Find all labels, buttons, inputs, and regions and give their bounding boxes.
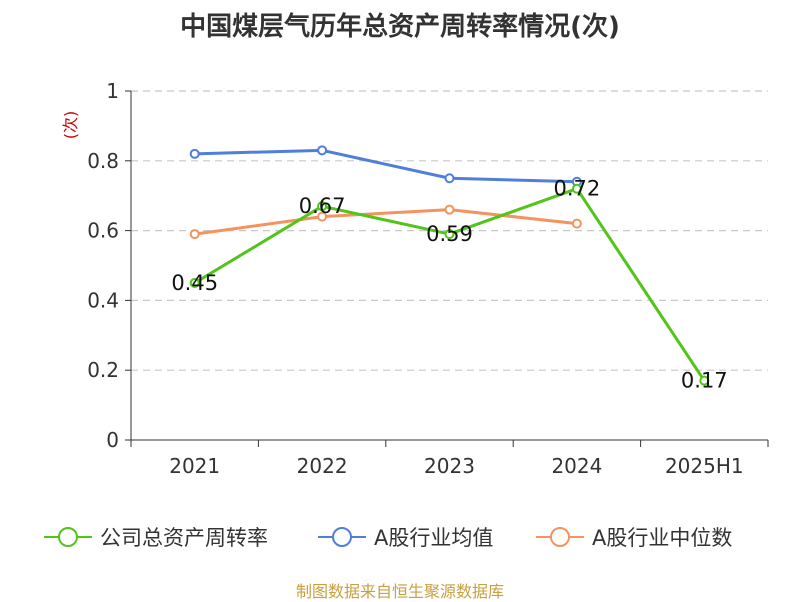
data-point [444, 204, 455, 215]
legend-item-industry-mean[interactable]: A股行业均值 [316, 522, 493, 552]
y-tick-label: 0.8 [87, 149, 119, 173]
legend-marker-icon [318, 527, 366, 547]
x-tick-label: 2024 [551, 454, 602, 478]
chart-title: 中国煤层气历年总资产周转率情况(次) [180, 12, 620, 42]
data-point [189, 277, 200, 288]
series-line [194, 148, 577, 184]
series-lines [189, 145, 710, 386]
legend: 公司总资产周转率 A股行业均值 A股行业中位数 [0, 522, 800, 552]
x-tick-label: 2025H1 [665, 454, 744, 478]
y-tick-label: 0.6 [87, 219, 119, 243]
x-tick-label: 2023 [424, 454, 475, 478]
y-tick-label: 0 [106, 428, 119, 452]
data-point [317, 201, 328, 212]
data-point [444, 229, 455, 240]
source-note: 制图数据来自恒生聚源数据库 [295, 582, 504, 601]
data-label: 0.67 [299, 194, 346, 218]
data-label: 0.45 [171, 271, 218, 295]
legend-marker-icon [44, 527, 92, 547]
data-point [317, 211, 328, 222]
legend-label: A股行业均值 [374, 526, 494, 550]
data-point [699, 375, 710, 386]
legend-marker-icon [536, 527, 584, 547]
legend-item-company[interactable]: 公司总资产周转率 [42, 522, 268, 552]
data-point [571, 218, 582, 229]
series-line [193, 187, 706, 382]
data-label: 0.72 [554, 177, 601, 201]
y-tick-label: 0.4 [87, 288, 119, 312]
legend-label: A股行业中位数 [592, 526, 733, 550]
y-axis-label: (次) [61, 111, 80, 140]
data-point [189, 229, 200, 240]
y-tick-label: 0.2 [87, 358, 119, 382]
series-line [194, 208, 578, 236]
data-label: 0.59 [426, 222, 473, 246]
data-labels: 0.45 0.67 0.59 0.72 0.17 [171, 177, 727, 393]
axes: 0 0.2 0.4 0.6 0.8 1 2021 2022 2023 2024 2025H1 [87, 79, 769, 478]
data-point [189, 148, 200, 159]
data-point [444, 173, 455, 184]
data-point [317, 145, 328, 156]
data-point [571, 183, 582, 194]
legend-item-industry-median[interactable]: A股行业中位数 [534, 522, 732, 552]
x-tick-label: 2021 [169, 454, 220, 478]
data-label: 0.17 [681, 369, 728, 393]
legend-label: 公司总资产周转率 [100, 526, 268, 550]
x-tick-label: 2022 [297, 454, 348, 478]
y-tick-label: 1 [106, 79, 119, 103]
